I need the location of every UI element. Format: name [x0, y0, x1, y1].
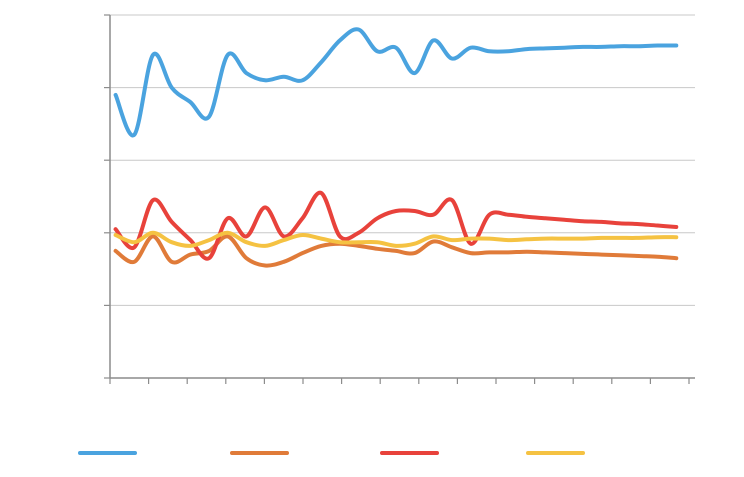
series-line-2: [113, 234, 679, 268]
series-line-4: [113, 230, 679, 248]
series-line-1: [113, 27, 679, 138]
series-lines: [113, 27, 679, 268]
axes: [104, 14, 695, 384]
series-line-3: [113, 190, 679, 261]
gridlines: [110, 14, 695, 306]
